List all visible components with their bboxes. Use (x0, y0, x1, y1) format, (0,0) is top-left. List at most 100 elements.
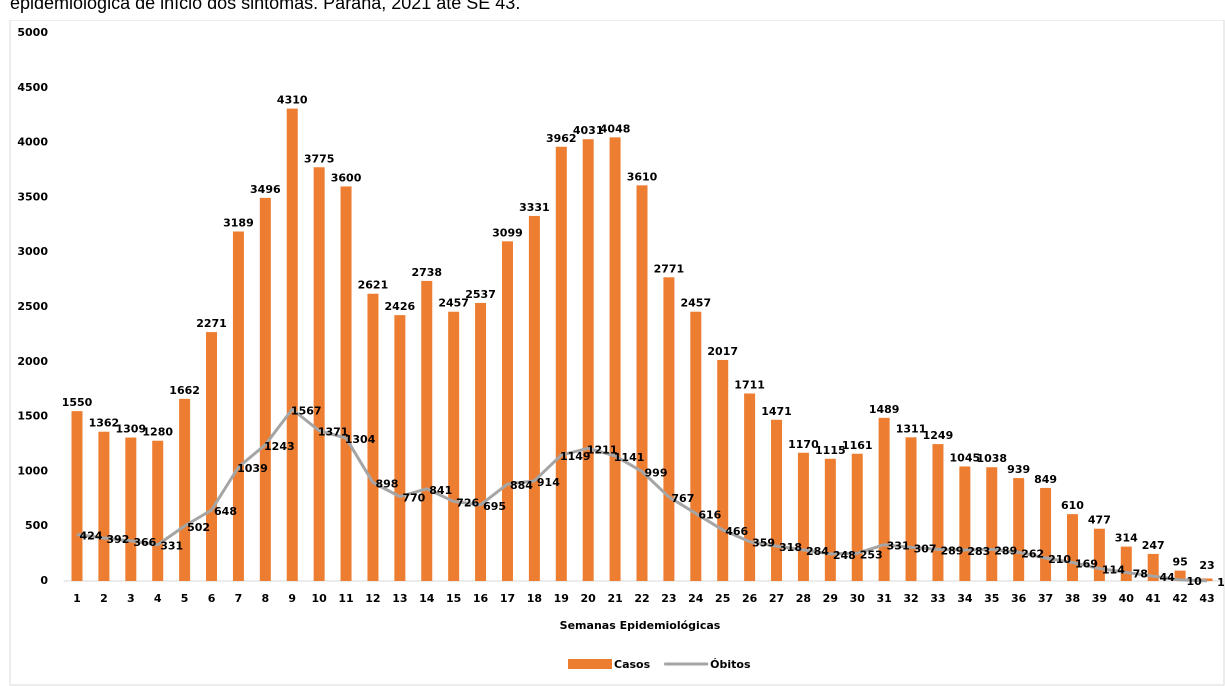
bar (932, 444, 944, 581)
line-value-label: 1567 (291, 404, 322, 417)
line-value-label: 1141 (614, 451, 645, 464)
line-value-label: 78 (1133, 567, 1148, 580)
legend-label: Casos (614, 658, 651, 671)
bar-value-label: 1249 (923, 429, 954, 442)
bar-value-label: 2271 (196, 317, 227, 330)
bar-value-label: 1280 (142, 426, 173, 439)
bar (206, 332, 218, 581)
line-value-label: 695 (483, 500, 506, 513)
bar-value-label: 2537 (465, 288, 496, 301)
x-tick-label: 11 (338, 592, 353, 605)
bar-value-label: 3189 (223, 216, 254, 229)
x-tick-label: 25 (715, 592, 730, 605)
bar (528, 215, 540, 581)
line-value-label: 248 (833, 549, 856, 562)
x-tick-label: 2 (100, 592, 108, 605)
bar-value-label: 3600 (331, 171, 362, 184)
bar (313, 167, 325, 581)
x-tick-label: 9 (288, 592, 296, 605)
bar (690, 311, 702, 581)
y-tick-label: 0 (40, 574, 48, 587)
x-tick-label: 4 (154, 592, 162, 605)
line-value-label: 283 (967, 545, 990, 558)
bar-value-label: 4048 (600, 122, 631, 135)
y-tick-label: 2000 (17, 355, 48, 368)
x-tick-label: 3 (127, 592, 135, 605)
bar (232, 231, 244, 581)
bar (475, 302, 487, 581)
bar (152, 440, 164, 581)
line-value-label: 289 (940, 544, 963, 557)
bar-value-label: 477 (1088, 514, 1111, 527)
x-tick-label: 1 (73, 592, 81, 605)
bar (663, 277, 675, 581)
x-tick-label: 27 (769, 592, 784, 605)
line-value-label: 841 (429, 484, 452, 497)
line-value-label: 1371 (318, 426, 349, 439)
x-tick-label: 22 (634, 592, 649, 605)
x-tick-label: 38 (1065, 592, 1080, 605)
x-tick-label: 36 (1011, 592, 1027, 605)
x-tick-label: 7 (235, 592, 243, 605)
y-tick-label: 500 (25, 519, 48, 532)
bar-value-label: 1489 (869, 403, 900, 416)
bar-value-label: 95 (1172, 556, 1187, 569)
line-value-label: 767 (671, 492, 694, 505)
line-value-label: 914 (537, 476, 560, 489)
line-value-label: 284 (806, 545, 829, 558)
bar-value-label: 3962 (546, 132, 577, 145)
bar-value-label: 3496 (250, 183, 281, 196)
bar-value-label: 3610 (627, 170, 658, 183)
x-tick-label: 43 (1199, 592, 1214, 605)
x-tick-label: 29 (823, 592, 838, 605)
line-value-label: 289 (994, 544, 1017, 557)
line-value-label: 1 (1217, 576, 1225, 589)
header-band (0, 0, 1225, 20)
x-tick-label: 5 (181, 592, 189, 605)
x-tick-label: 23 (661, 592, 676, 605)
line-value-label: 898 (375, 478, 398, 491)
legend-swatch (568, 659, 612, 669)
bar (367, 293, 379, 581)
bar-value-label: 610 (1061, 499, 1084, 512)
line-value-label: 262 (1021, 547, 1044, 560)
x-tick-label: 15 (446, 592, 461, 605)
x-tick-label: 39 (1092, 592, 1107, 605)
line-value-label: 331 (887, 540, 910, 553)
line-value-label: 999 (645, 467, 668, 480)
line-value-label: 44 (1160, 571, 1176, 584)
bar-value-label: 1045 (950, 451, 981, 464)
bar (1013, 478, 1025, 581)
x-tick-label: 37 (1038, 592, 1053, 605)
bar-value-label: 1550 (62, 396, 93, 409)
bar-value-label: 2738 (411, 266, 442, 279)
bar (555, 146, 567, 581)
bar (71, 411, 83, 581)
bar (1093, 528, 1105, 581)
line-value-label: 253 (860, 548, 883, 561)
x-tick-label: 6 (208, 592, 216, 605)
x-tick-label: 17 (500, 592, 515, 605)
bar-value-label: 3331 (519, 201, 550, 214)
line-value-label: 726 (456, 496, 479, 509)
bar (259, 197, 271, 582)
line-value-label: 770 (402, 492, 425, 505)
bar (582, 139, 594, 581)
bar (609, 137, 621, 581)
line-value-label: 366 (133, 536, 156, 549)
y-tick-label: 5000 (17, 26, 48, 39)
bar-value-label: 1662 (169, 384, 200, 397)
y-tick-label: 1500 (17, 410, 48, 423)
bar (1066, 514, 1078, 581)
x-tick-label: 10 (311, 592, 327, 605)
bar (878, 417, 890, 581)
line-value-label: 1211 (587, 443, 618, 456)
x-tick-label: 14 (419, 592, 435, 605)
x-tick-label: 12 (365, 592, 380, 605)
x-tick-label: 26 (742, 592, 758, 605)
bar-value-label: 1311 (896, 422, 927, 435)
x-tick-label: 31 (876, 592, 891, 605)
bar (394, 315, 406, 581)
x-tick-label: 8 (262, 592, 270, 605)
